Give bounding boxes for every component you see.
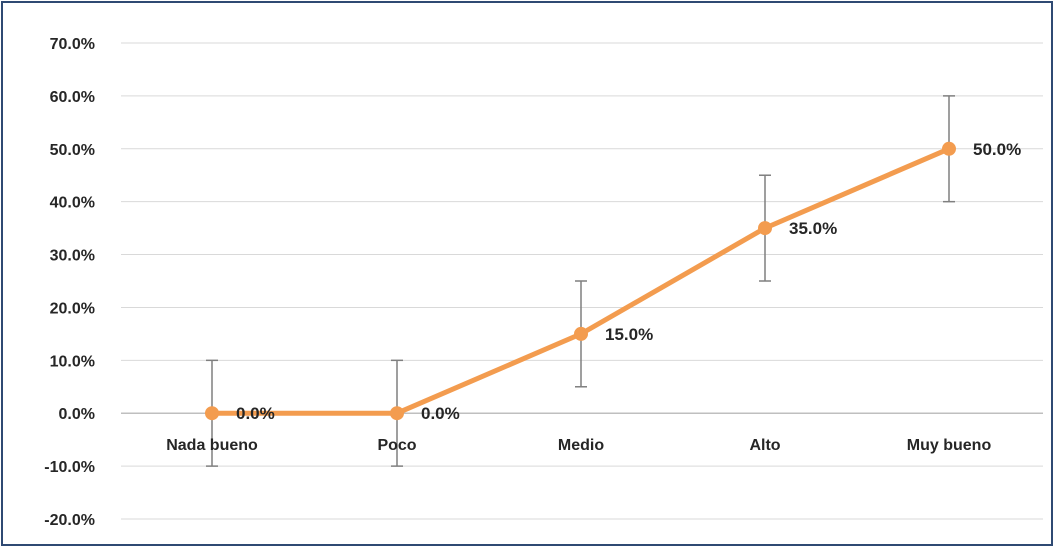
- x-axis-category-labels: Nada bueno Poco Medio Alto Muy bueno: [166, 437, 991, 454]
- x-category-label: Alto: [749, 437, 780, 454]
- x-category-label: Medio: [558, 437, 604, 454]
- data-labels: 0.0% 0.0% 15.0% 35.0% 50.0%: [236, 140, 1021, 423]
- error-bars: [206, 95, 955, 467]
- data-label: 50.0%: [973, 140, 1021, 159]
- data-point: [942, 141, 956, 156]
- y-tick-label: 20.0%: [50, 300, 95, 317]
- data-points: [205, 141, 956, 421]
- data-point: [574, 326, 588, 341]
- data-label: 15.0%: [605, 325, 653, 344]
- y-axis-tick-labels: 70.0% 60.0% 50.0% 40.0% 30.0% 20.0% 10.0% 0.0% -…: [44, 36, 95, 529]
- data-label: 35.0%: [789, 219, 837, 238]
- y-tick-label: -20.0%: [44, 512, 95, 529]
- data-point: [390, 406, 404, 421]
- y-tick-label: 0.0%: [59, 406, 95, 423]
- line-chart: 70.0% 60.0% 50.0% 40.0% 30.0% 20.0% 10.0% 0.0% -…: [44, 36, 1043, 529]
- data-point: [205, 406, 219, 421]
- x-category-label: Poco: [377, 437, 416, 454]
- x-category-label: Nada bueno: [166, 437, 258, 454]
- y-tick-label: 70.0%: [50, 36, 95, 53]
- data-label: 0.0%: [421, 404, 460, 423]
- y-tick-label: 60.0%: [50, 89, 95, 106]
- y-tick-label: -10.0%: [44, 459, 95, 476]
- y-tick-label: 40.0%: [50, 195, 95, 212]
- gridlines: [121, 42, 1043, 520]
- y-tick-label: 10.0%: [50, 353, 95, 370]
- data-label: 0.0%: [236, 404, 275, 423]
- data-point: [758, 221, 772, 236]
- x-category-label: Muy bueno: [907, 437, 992, 454]
- y-tick-label: 30.0%: [50, 248, 95, 265]
- y-tick-label: 50.0%: [50, 142, 95, 159]
